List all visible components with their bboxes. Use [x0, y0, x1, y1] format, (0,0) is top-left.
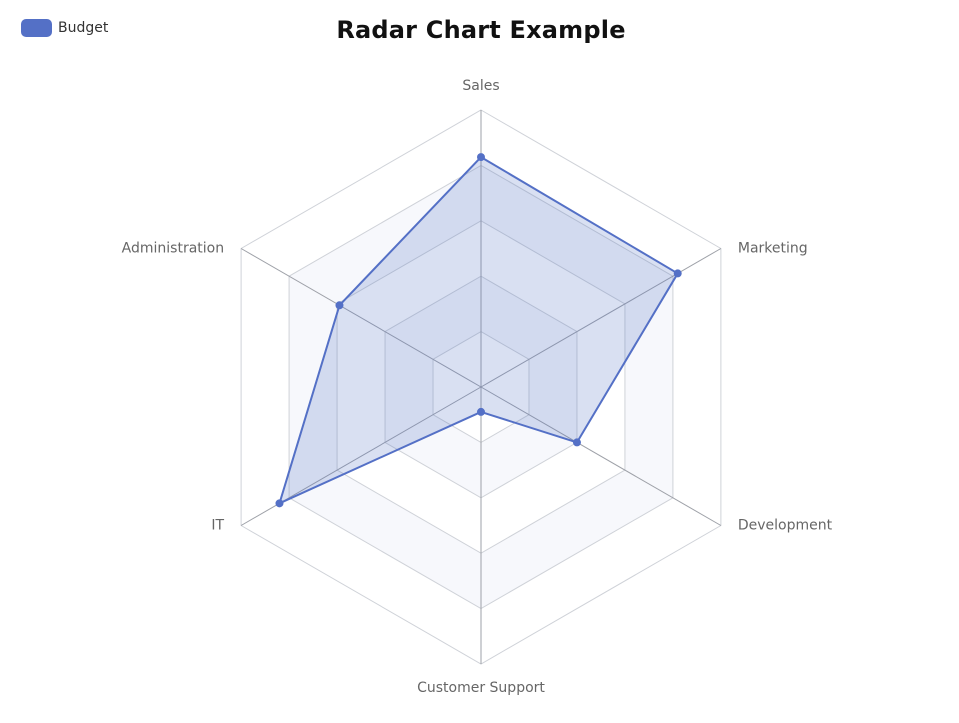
chart-title: Radar Chart Example [336, 16, 626, 44]
axis-label-marketing: Marketing [738, 241, 808, 257]
data-point-development[interactable] [572, 438, 581, 447]
axis-label-it: IT [211, 518, 224, 534]
axis-label-administration: Administration [122, 241, 224, 257]
legend[interactable]: Budget [21, 18, 108, 38]
data-point-customer-support[interactable] [477, 407, 485, 416]
axis-line-2 [480, 386, 722, 526]
axis-label-sales: Sales [462, 78, 499, 94]
axis-label-development: Development [738, 518, 833, 534]
axis-line-5 [240, 248, 482, 388]
data-point-administration[interactable] [335, 301, 344, 310]
data-point-it[interactable] [275, 499, 284, 508]
axis-label-customer-support: Customer Support [417, 680, 545, 696]
data-point-sales[interactable] [477, 153, 485, 162]
legend-label: Budget [58, 20, 109, 36]
data-point-marketing[interactable] [673, 269, 682, 278]
legend-swatch [21, 19, 52, 37]
series-layer [275, 153, 682, 508]
axis-labels: Sales Marketing Development Customer Suppor… [122, 78, 833, 696]
